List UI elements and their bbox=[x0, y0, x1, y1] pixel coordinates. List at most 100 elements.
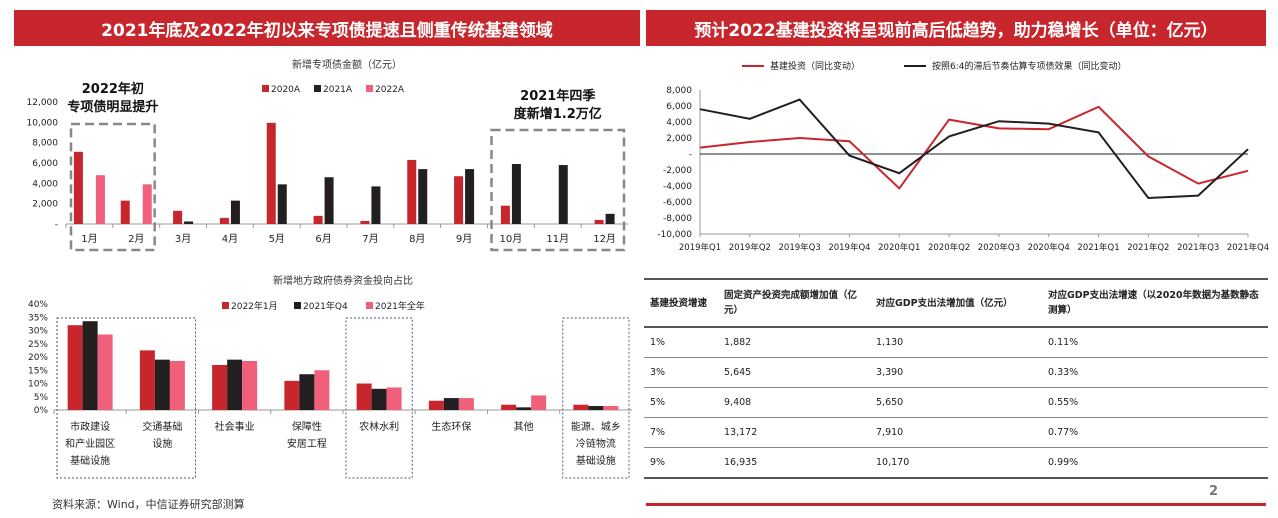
y-tick-label: 10% bbox=[28, 380, 48, 390]
bar bbox=[266, 122, 276, 224]
x-tick-label: 基础设施 bbox=[70, 454, 110, 467]
gdp-sensitivity-table: 基建投资增速 固定资产投资完成额增加值（亿元） 对应GDP支出法增加值（亿元） … bbox=[644, 278, 1268, 479]
y-tick-label: -2,000 bbox=[663, 166, 692, 176]
y-tick-label: 20% bbox=[28, 353, 48, 363]
table-row: 5% 9,408 5,650 0.55% bbox=[644, 387, 1268, 418]
bar bbox=[428, 400, 444, 410]
left-banner-title: 2021年底及2022年初以来专项债提速且侧重传统基建领域 bbox=[101, 20, 553, 41]
right-banner-title: 预计2022基建投资将呈现前高后低趋势，助力稳增长（单位：亿元） bbox=[694, 20, 1218, 41]
bar bbox=[558, 165, 568, 224]
y-tick-label: 25% bbox=[28, 340, 48, 350]
table-header-cell: 固定资产投资完成额增加值（亿元） bbox=[718, 278, 870, 328]
x-tick-label: 4月 bbox=[222, 233, 238, 245]
y-tick-label: 6,000 bbox=[32, 159, 58, 169]
y-tick-label: 2,000 bbox=[666, 134, 692, 144]
legend-label: 2022A bbox=[375, 85, 405, 95]
bar bbox=[603, 406, 619, 410]
highlight-box-jan-feb bbox=[69, 122, 156, 252]
legend-label: 2021A bbox=[323, 85, 353, 95]
y-tick-label: 4,000 bbox=[666, 118, 692, 128]
bond-allocation-chart: 新增地方政府债券资金投向占比 2022年1月 2021年Q4 2021年全年 40% 35… bbox=[0, 270, 640, 490]
bar bbox=[230, 200, 240, 224]
y-tick-label: -4,000 bbox=[663, 182, 692, 192]
infra-investment-line-chart-svg: 基建投资（同比变动） 按照6:4的滞后节奏估算专项债效果（同比变动） 8,000 6,… bbox=[657, 60, 1269, 253]
y-tick-label: 15% bbox=[28, 366, 48, 376]
highlight-box bbox=[345, 317, 413, 479]
y-tick-label: 2,000 bbox=[32, 200, 58, 210]
y-tick-label: - bbox=[689, 150, 692, 160]
y-tick-label: 40% bbox=[28, 300, 48, 310]
x-tick-label: 市政建设 bbox=[70, 420, 110, 433]
highlight-box-q4 bbox=[490, 128, 626, 252]
bar bbox=[313, 215, 323, 224]
legend-label: 2022年1月 bbox=[231, 300, 278, 312]
legend-swatch bbox=[294, 302, 301, 309]
bar bbox=[465, 169, 475, 224]
y-tick-label: 0% bbox=[34, 406, 49, 416]
y-tick-label: 8,000 bbox=[32, 139, 58, 149]
bar bbox=[360, 220, 370, 224]
table-cell: 10,170 bbox=[870, 447, 1042, 479]
bar bbox=[371, 388, 387, 410]
legend-label: 2021年Q4 bbox=[303, 300, 348, 312]
table-header-cell: 对应GDP支出法增加值（亿元） bbox=[870, 278, 1042, 328]
bar bbox=[299, 374, 315, 410]
page-number: 2 bbox=[1209, 484, 1219, 499]
y-tick-label: 8,000 bbox=[666, 86, 692, 96]
table-cell: 3,390 bbox=[870, 357, 1042, 388]
table-cell: 1,130 bbox=[870, 327, 1042, 358]
x-tick-label: 11月 bbox=[546, 233, 569, 245]
table-cell: 0.33% bbox=[1042, 357, 1268, 388]
table-header-cell: 基建投资增速 bbox=[644, 278, 718, 328]
annotation-text: 度新增1.2万亿 bbox=[514, 106, 602, 122]
legend-swatch bbox=[366, 302, 373, 309]
bond-allocation-chart-svg: 新增地方政府债券资金投向占比 2022年1月 2021年Q4 2021年全年 40% 35… bbox=[28, 274, 632, 479]
bar bbox=[97, 334, 113, 410]
bar bbox=[212, 364, 228, 410]
series-line-infra bbox=[699, 105, 1249, 190]
bar bbox=[139, 350, 155, 410]
bar bbox=[95, 175, 105, 224]
legend-label: 2020A bbox=[271, 85, 301, 95]
x-tick-label: 社会事业 bbox=[215, 420, 255, 433]
table-row: 7% 13,172 7,910 0.77% bbox=[644, 417, 1268, 448]
table-cell: 16,935 bbox=[718, 447, 870, 479]
table-row: 3% 5,645 3,390 0.33% bbox=[644, 357, 1268, 388]
bar bbox=[277, 184, 287, 224]
table-cell: 13,172 bbox=[718, 417, 870, 448]
legend-swatch bbox=[222, 302, 229, 309]
y-tick-label: -10,000 bbox=[657, 230, 692, 240]
x-tick-label: 6月 bbox=[315, 233, 331, 245]
right-section-banner: 预计2022基建投资将呈现前高后低趋势，助力稳增长（单位：亿元） bbox=[646, 10, 1266, 46]
table-cell: 1,882 bbox=[718, 327, 870, 358]
table-cell: 0.99% bbox=[1042, 447, 1268, 479]
bar bbox=[516, 407, 532, 410]
bar bbox=[443, 398, 459, 410]
table-row: 9% 16,935 10,170 0.99% bbox=[644, 447, 1268, 479]
legend-label: 基建投资（同比变动） bbox=[770, 60, 860, 72]
bar bbox=[284, 380, 300, 410]
bar bbox=[594, 219, 604, 224]
x-tick-label: 2021年Q4 bbox=[1227, 242, 1269, 253]
x-tick-label: 2020年Q4 bbox=[1028, 242, 1070, 253]
table-cell: 9,408 bbox=[718, 387, 870, 418]
highlight-box bbox=[562, 317, 630, 479]
bar bbox=[511, 164, 521, 224]
x-tick-label: 2021年Q2 bbox=[1127, 242, 1169, 253]
y-tick-label: -8,000 bbox=[663, 214, 692, 224]
bar bbox=[324, 177, 334, 224]
legend-swatch bbox=[314, 85, 321, 92]
bar bbox=[173, 210, 183, 224]
legend-label: 按照6:4的滞后节奏估算专项债效果（同比变动） bbox=[932, 60, 1127, 72]
x-tick-label: 2021年Q1 bbox=[1077, 242, 1119, 253]
y-tick-label: 10,000 bbox=[27, 118, 59, 128]
left-section-banner: 2021年底及2022年初以来专项债提速且侧重传统基建领域 bbox=[14, 10, 640, 46]
y-tick-label: 5% bbox=[34, 393, 49, 403]
footer-accent-line bbox=[646, 503, 1266, 506]
bar bbox=[314, 370, 330, 410]
table-header-cell: 对应GDP支出法增速（以2020年数据为基数静态测算） bbox=[1042, 278, 1268, 328]
x-tick-label: 9月 bbox=[456, 233, 472, 245]
bar bbox=[356, 383, 372, 410]
table-cell: 7% bbox=[644, 417, 718, 448]
bar bbox=[169, 360, 185, 410]
